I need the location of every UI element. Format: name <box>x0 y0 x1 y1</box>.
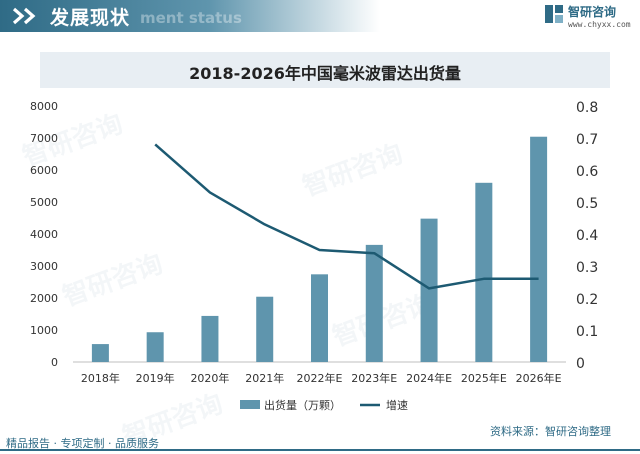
header-subtitle: ment status <box>140 9 242 27</box>
chart-title-band: 2018-2026年中国毫米波雷达出货量 <box>40 52 610 88</box>
y-left-tick-label: 4000 <box>30 228 58 241</box>
y-left-tick-label: 6000 <box>30 164 58 177</box>
legend-bar-label: 出货量（万颗） <box>264 398 341 412</box>
x-tick-label: 2026年E <box>516 371 562 385</box>
bar <box>475 182 493 362</box>
footer-divider <box>0 449 640 451</box>
legend-bar-swatch <box>240 400 260 409</box>
x-tick-label: 2020年 <box>190 371 229 385</box>
y-right-tick-label: 0.2 <box>576 292 598 308</box>
y-left-tick-label: 5000 <box>30 196 58 209</box>
x-tick-label: 2021年 <box>245 371 284 385</box>
bar <box>420 218 438 362</box>
chart-title: 2018-2026年中国毫米波雷达出货量 <box>189 64 461 83</box>
chevron-right-icon <box>12 7 36 25</box>
bar <box>91 344 109 362</box>
bar <box>256 296 274 362</box>
page-title: 发展现状 <box>50 7 131 29</box>
y-left-tick-label: 8000 <box>30 100 58 113</box>
y-right-tick-label: 0.8 <box>576 100 598 116</box>
y-left-tick-label: 3000 <box>30 260 58 273</box>
y-left-tick-label: 7000 <box>30 132 58 145</box>
x-tick-label: 2022年E <box>297 371 343 385</box>
header-bar <box>0 0 380 32</box>
bar <box>201 315 219 362</box>
bar <box>311 274 328 362</box>
x-tick-label: 2024年E <box>406 371 452 385</box>
legend-line-label: 增速 <box>386 398 408 412</box>
y-left-tick-label: 2000 <box>30 292 58 305</box>
footer-slogan: 精品报告 · 专项定制 · 品质服务 <box>6 437 159 450</box>
line-series <box>154 143 539 290</box>
brand-url: www.chyxx.com <box>568 20 631 29</box>
y-right-tick-label: 0.1 <box>576 324 598 340</box>
x-tick-label: 2019年 <box>136 371 175 385</box>
brand-name: 智研咨询 <box>568 5 617 19</box>
x-tick-label: 2023年E <box>351 371 397 385</box>
bar <box>365 244 383 362</box>
y-left-tick-label: 1000 <box>30 324 58 337</box>
logo-icon <box>545 5 563 23</box>
source-note: 资料来源：智研咨询整理 <box>490 425 611 438</box>
y-right-tick-label: 0.5 <box>576 196 598 212</box>
y-right-tick-label: 0.6 <box>576 164 598 180</box>
y-right-tick-label: 0 <box>576 356 585 372</box>
y-right-tick-label: 0.3 <box>576 260 598 276</box>
y-left-tick-label: 0 <box>51 356 58 369</box>
x-tick-label: 2018年 <box>81 371 120 385</box>
x-tick-label: 2025年E <box>461 371 507 385</box>
y-right-tick-label: 0.7 <box>576 132 598 148</box>
bar <box>530 136 548 362</box>
y-right-tick-label: 0.4 <box>576 228 598 244</box>
bar <box>146 332 164 362</box>
header: ment status 发展现状 智研咨询 www.chyxx.com <box>0 0 640 40</box>
